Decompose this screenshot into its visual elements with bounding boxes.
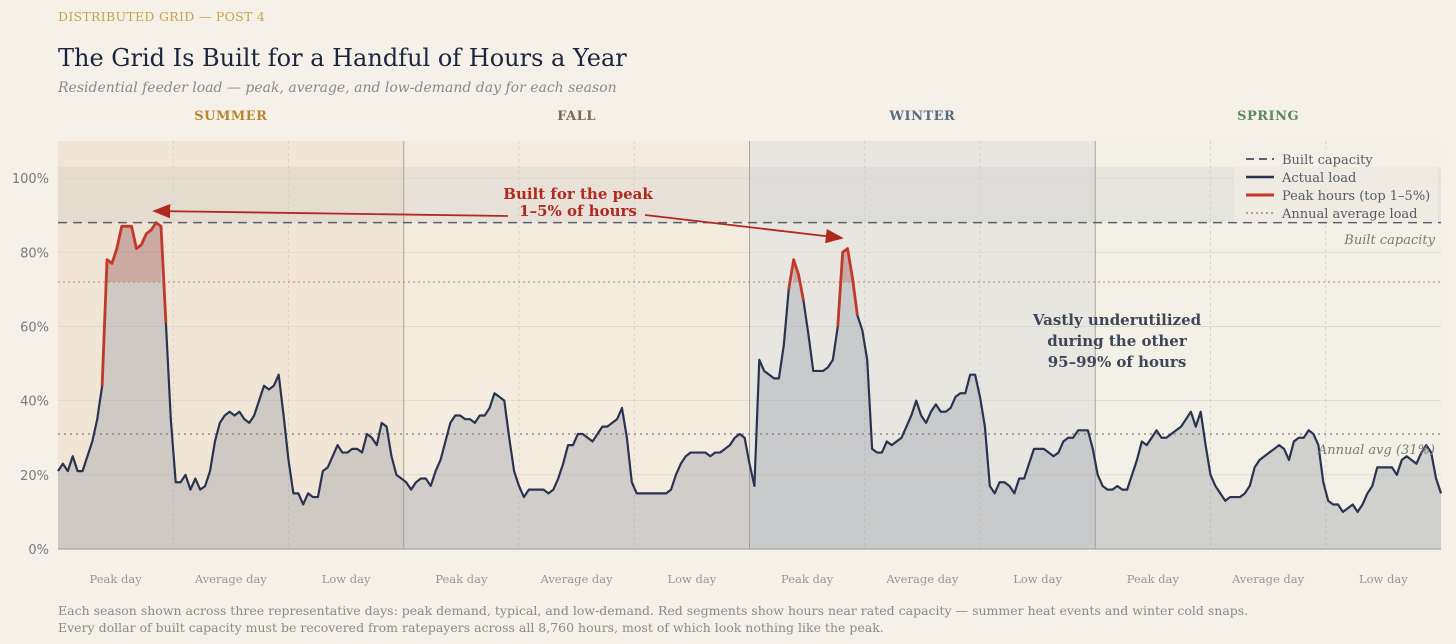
y-ticks: 0% 20% 40% 60% 80% 100% bbox=[12, 172, 49, 558]
day-label: Low day bbox=[322, 572, 371, 586]
day-label: Peak day bbox=[781, 572, 834, 586]
day-label: Low day bbox=[667, 572, 716, 586]
kicker: DISTRIBUTED GRID — POST 4 bbox=[58, 9, 266, 24]
underutilized-line3: 95–99% of hours bbox=[1048, 353, 1187, 371]
peak-annotation-line1: Built for the peak bbox=[503, 185, 653, 203]
chart-subtitle: Residential feeder load — peak, average,… bbox=[58, 80, 617, 96]
footnote-line-2: Every dollar of built capacity must be r… bbox=[58, 620, 884, 635]
peak-arrow-right bbox=[644, 214, 844, 244]
season-labels: SUMMER FALL WINTER SPRING bbox=[194, 109, 1299, 124]
season-label-winter: WINTER bbox=[888, 109, 955, 124]
y-tick-label: 40% bbox=[20, 395, 49, 410]
day-label: Average day bbox=[1231, 572, 1305, 586]
day-label: Average day bbox=[885, 572, 959, 586]
legend-label-peak: Peak hours (top 1–5%) bbox=[1282, 189, 1430, 204]
day-label: Peak day bbox=[90, 572, 143, 586]
day-label: Low day bbox=[1013, 572, 1062, 586]
legend: Built capacity Actual load Peak hours (t… bbox=[1234, 148, 1438, 222]
underutilized-line1: Vastly underutilized bbox=[1032, 311, 1202, 329]
legend-box bbox=[1234, 148, 1438, 222]
season-label-fall: FALL bbox=[557, 109, 596, 124]
peak-segment bbox=[100, 221, 168, 386]
season-band-fall bbox=[403, 141, 750, 549]
peak-lines bbox=[100, 221, 859, 386]
underutilized-line2: during the other bbox=[1047, 332, 1188, 350]
season-label-spring: SPRING bbox=[1237, 109, 1299, 124]
day-labels: Peak day Average day Low day Peak day Averag… bbox=[90, 572, 1409, 586]
legend-label-load: Actual load bbox=[1281, 171, 1356, 186]
footnote-line-1: Each season shown across three represent… bbox=[58, 603, 1249, 618]
average-label: Annual avg (31%) bbox=[1317, 443, 1435, 458]
peak-arrow-left bbox=[152, 204, 509, 219]
y-tick-label: 100% bbox=[12, 172, 49, 187]
day-label: Average day bbox=[540, 572, 614, 586]
y-tick-label: 20% bbox=[20, 469, 49, 484]
day-label: Peak day bbox=[1127, 572, 1180, 586]
chart-title: The Grid Is Built for a Handful of Hours… bbox=[58, 44, 627, 72]
peak-annotation-line2: 1–5% of hours bbox=[519, 202, 637, 220]
season-label-summer: SUMMER bbox=[194, 109, 267, 124]
peak-segment bbox=[787, 258, 805, 301]
y-tick-label: 60% bbox=[20, 320, 49, 335]
y-tick-label: 80% bbox=[20, 246, 49, 261]
peak-area bbox=[842, 248, 853, 282]
day-label: Low day bbox=[1359, 572, 1408, 586]
day-label: Peak day bbox=[435, 572, 488, 586]
season-band-summer bbox=[58, 141, 404, 549]
day-label: Average day bbox=[194, 572, 268, 586]
season-band-winter bbox=[749, 141, 1096, 549]
y-tick-label: 0% bbox=[28, 543, 49, 558]
legend-label-capacity: Built capacity bbox=[1282, 153, 1373, 168]
peak-segment bbox=[836, 247, 859, 327]
actual-load-line bbox=[57, 221, 1443, 514]
legend-label-average: Annual average load bbox=[1281, 207, 1418, 222]
capacity-label: Built capacity bbox=[1343, 233, 1435, 248]
